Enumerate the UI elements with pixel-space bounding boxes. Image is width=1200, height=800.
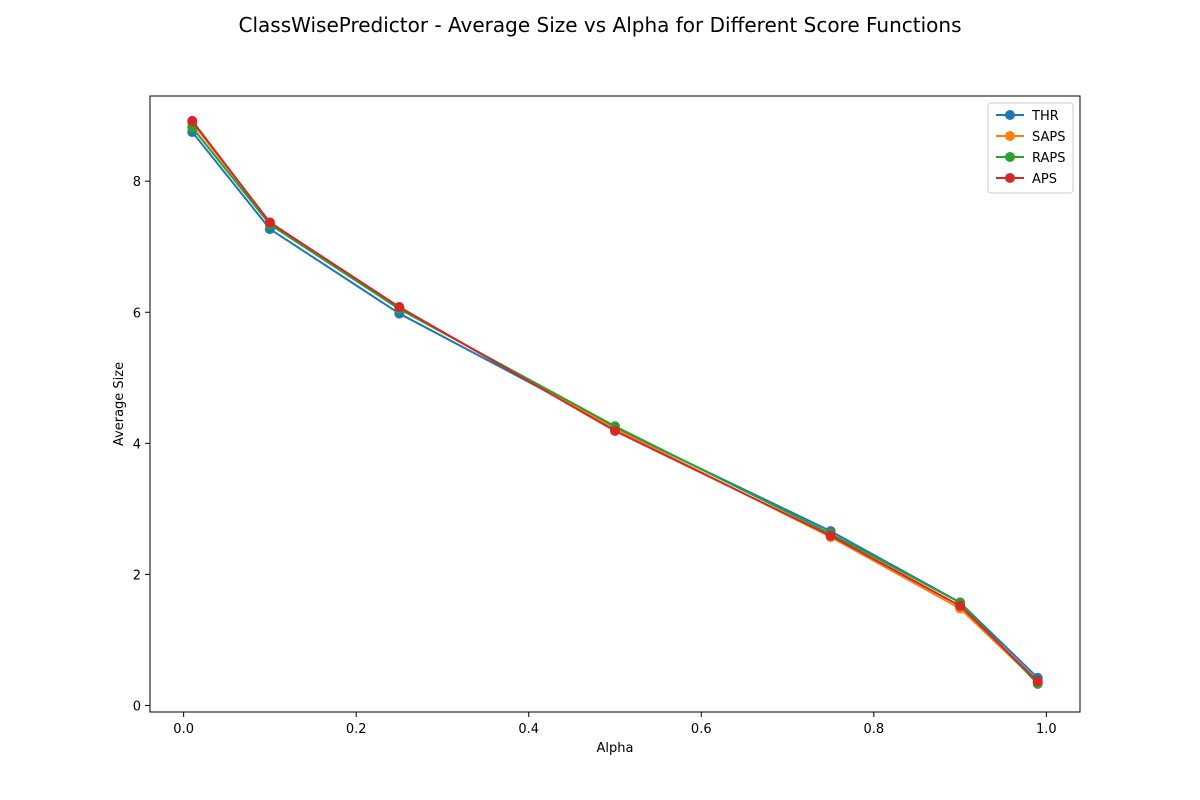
data-point (264, 217, 275, 228)
chart-title: ClassWisePredictor - Average Size vs Alp… (239, 13, 962, 37)
series-layer (187, 115, 1043, 689)
legend-label: THR (1031, 109, 1059, 124)
legend-label: RAPS (1032, 151, 1066, 166)
legend-label: SAPS (1032, 130, 1065, 145)
legend-box (987, 102, 1074, 194)
data-point (1032, 676, 1043, 687)
plot-area (150, 96, 1080, 712)
series-aps (187, 115, 1043, 687)
data-point (825, 530, 836, 541)
x-tick-label: 0.6 (691, 722, 712, 737)
x-tick-label: 1.0 (1036, 722, 1057, 737)
x-tick-label: 0.2 (346, 722, 367, 737)
legend-marker (1005, 152, 1015, 162)
legend-marker (1005, 173, 1015, 183)
legend-marker (1005, 131, 1015, 141)
legend-item: THR (996, 109, 1059, 124)
legend-item: RAPS (996, 151, 1066, 166)
x-tick-label: 0.8 (863, 722, 884, 737)
y-tick-label: 6 (133, 306, 141, 321)
legend-label: APS (1032, 172, 1057, 187)
x-tick-label: 0.0 (173, 722, 194, 737)
data-point (610, 425, 620, 436)
y-axis-label: Average Size (112, 362, 127, 446)
y-tick-label: 4 (133, 437, 141, 452)
y-tick-label: 8 (133, 175, 141, 190)
data-point (394, 302, 405, 313)
legend-item: APS (996, 172, 1057, 187)
plot-frame (149, 95, 1081, 713)
legend-item: SAPS (996, 130, 1065, 145)
x-tick-label: 0.4 (518, 722, 539, 737)
legend-marker (1005, 110, 1015, 120)
y-tick-label: 0 (133, 699, 141, 714)
x-axis-label: Alpha (597, 741, 634, 756)
axes-layer: 0.0 0.2 0.4 0.6 0.8 1.0 0 2 4 6 8 (133, 175, 1057, 737)
legend: THR SAPS RAPS APS (987, 102, 1074, 194)
data-point (187, 115, 198, 126)
y-tick-label: 2 (133, 568, 141, 583)
data-point (955, 600, 966, 611)
